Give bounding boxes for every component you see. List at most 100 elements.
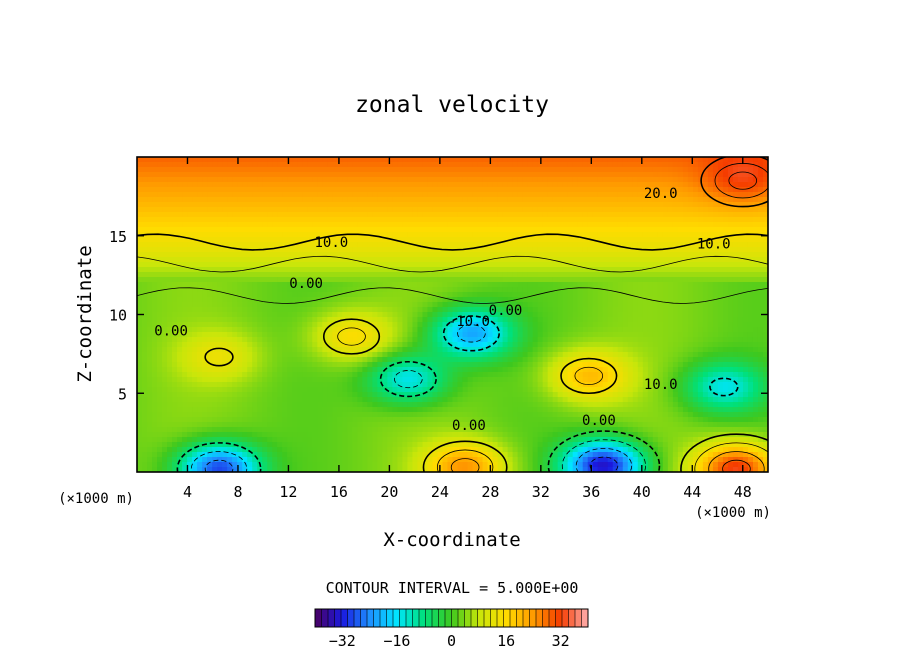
field-cell — [657, 217, 664, 223]
field-cell — [332, 187, 338, 193]
field-cell — [422, 212, 429, 218]
field-cell — [652, 192, 659, 198]
field-cell — [372, 207, 378, 213]
field-cell — [727, 257, 734, 263]
field-cell — [292, 332, 298, 338]
field-cell — [692, 272, 699, 278]
field-cell — [277, 267, 283, 273]
field-cell — [762, 267, 768, 273]
field-cell — [672, 232, 679, 238]
field-cell — [762, 277, 768, 283]
field-cell — [547, 177, 554, 183]
field-cell — [237, 267, 243, 273]
field-cell — [327, 247, 333, 253]
field-cell — [537, 287, 544, 293]
field-cell — [167, 332, 173, 338]
field-cell — [607, 257, 614, 263]
field-cell — [307, 157, 313, 163]
field-cell — [252, 262, 258, 268]
field-cell — [727, 232, 734, 238]
field-cell — [252, 197, 258, 203]
field-cell — [167, 262, 173, 268]
field-cell — [602, 162, 609, 168]
field-cell — [647, 217, 654, 223]
field-cell — [707, 212, 714, 218]
field-cell — [477, 232, 484, 238]
field-cell — [272, 267, 278, 273]
field-cell — [352, 172, 358, 178]
field-cell — [727, 312, 734, 318]
field-cell — [302, 227, 308, 233]
field-cell — [297, 212, 303, 218]
field-cell — [527, 202, 534, 208]
field-cell — [482, 287, 489, 293]
field-cell — [177, 162, 183, 168]
field-cell — [482, 182, 489, 188]
field-cell — [587, 227, 594, 233]
field-cell — [552, 217, 559, 223]
field-cell — [457, 187, 464, 193]
field-cell — [277, 177, 283, 183]
field-cell — [662, 317, 669, 323]
field-cell — [452, 257, 459, 263]
field-cell — [322, 272, 328, 278]
field-cell — [667, 187, 674, 193]
field-cell — [532, 202, 539, 208]
field-cell — [457, 347, 464, 353]
field-cell — [212, 182, 218, 188]
field-cell — [447, 337, 454, 343]
field-cell — [672, 162, 679, 168]
field-cell — [207, 272, 213, 278]
field-cell — [262, 182, 268, 188]
field-cell — [367, 252, 373, 258]
field-cell — [262, 212, 268, 218]
field-cell — [227, 167, 233, 173]
field-cell — [582, 232, 589, 238]
field-cell — [552, 242, 559, 248]
field-cell — [632, 282, 639, 288]
field-cell — [357, 182, 363, 188]
field-cell — [577, 167, 584, 173]
field-cell — [607, 182, 614, 188]
field-cell — [422, 187, 429, 193]
field-cell — [197, 347, 203, 353]
field-cell — [692, 177, 699, 183]
field-cell — [407, 202, 414, 208]
field-cell — [642, 342, 649, 348]
field-cell — [537, 322, 544, 328]
field-cell — [502, 307, 509, 313]
field-cell — [427, 327, 434, 333]
field-cell — [582, 302, 589, 308]
field-cell — [592, 167, 599, 173]
field-cell — [432, 277, 439, 283]
field-cell — [152, 312, 158, 318]
field-cell — [442, 312, 449, 318]
field-cell — [167, 347, 173, 353]
field-cell — [392, 262, 399, 268]
field-cell — [307, 307, 313, 313]
field-cell — [572, 172, 579, 178]
field-cell — [272, 282, 278, 288]
field-cell — [407, 217, 414, 223]
field-cell — [317, 232, 323, 238]
field-cell — [507, 207, 514, 213]
field-cell — [517, 202, 524, 208]
field-cell — [482, 322, 489, 328]
field-cell — [532, 307, 539, 313]
field-cell — [342, 252, 348, 258]
field-cell — [707, 252, 714, 258]
field-cell — [562, 337, 569, 343]
field-cell — [302, 237, 308, 243]
field-cell — [502, 302, 509, 308]
field-cell — [597, 157, 604, 163]
field-cell — [567, 172, 574, 178]
field-cell — [347, 327, 353, 333]
field-cell — [502, 282, 509, 288]
field-cell — [202, 212, 208, 218]
field-cell — [192, 302, 198, 308]
field-cell — [407, 157, 414, 163]
field-cell — [632, 347, 639, 353]
field-cell — [337, 237, 343, 243]
field-cell — [212, 207, 218, 213]
field-cell — [152, 182, 158, 188]
